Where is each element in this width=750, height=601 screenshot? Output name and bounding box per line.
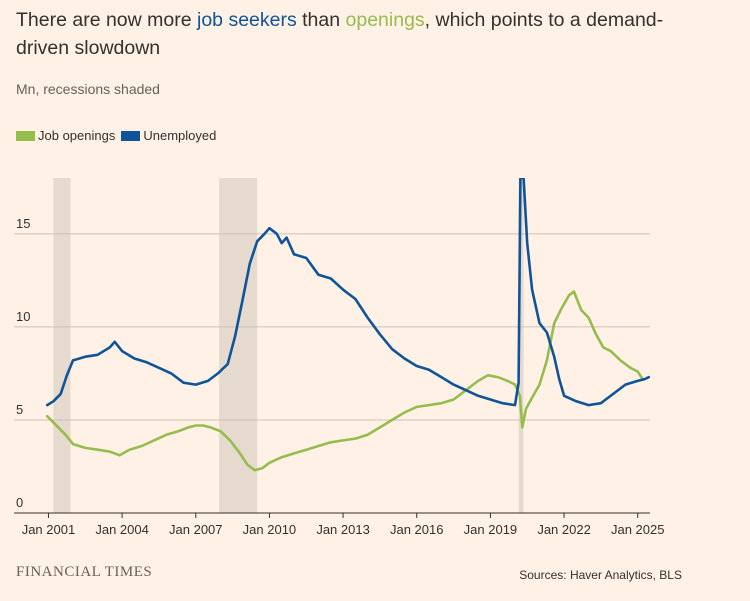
x-tick-label-9: Jan 2025 [611, 522, 665, 537]
legend-label-unemployed: Unemployed [143, 128, 217, 143]
x-tick-label-3: Jan 2007 [169, 522, 223, 537]
title-part-3: , which points to a demand-driven slowdo… [16, 9, 664, 59]
title-highlight-unemployed: job seekers [197, 9, 297, 31]
recession-band-2 [219, 178, 258, 513]
x-tick-label-6: Jan 2016 [390, 522, 444, 537]
legend-item-unemployed: Unemployed [121, 128, 216, 143]
x-tick-label-5: Jan 2013 [316, 522, 370, 537]
x-tick-label-8: Jan 2022 [537, 522, 591, 537]
title-part-1: There are now more [16, 9, 197, 31]
series-line-unemployed [45, 178, 651, 407]
title-highlight-openings: openings [345, 9, 425, 31]
legend-label-job-openings: Job openings [38, 128, 116, 143]
source-note: Sources: Haver Analytics, BLS [519, 568, 682, 582]
chart-subtitle: Mn, recessions shaded [16, 81, 160, 97]
x-tick-label-2: Jan 2004 [95, 522, 149, 537]
legend-item-job-openings: Job openings [16, 128, 115, 143]
recession-band-3 [518, 178, 524, 513]
legend: Job openings Unemployed [16, 128, 222, 143]
title-part-2: than [296, 9, 346, 31]
legend-swatch-unemployed [121, 130, 141, 141]
series-line-job-openings [45, 290, 644, 472]
x-tick-label-7: Jan 2019 [464, 522, 518, 537]
chart-title: There are now more job seekers than open… [16, 6, 716, 62]
ft-logo: FINANCIAL TIMES [16, 564, 153, 580]
y-tick-label-0: 0 [16, 495, 23, 510]
y-tick-label-15: 15 [16, 216, 30, 231]
recession-band-1 [53, 178, 71, 513]
y-tick-label-10: 10 [16, 309, 30, 324]
y-tick-label-5: 5 [16, 402, 23, 417]
x-tick-label-4: Jan 2010 [243, 522, 297, 537]
legend-swatch-job-openings [16, 130, 35, 141]
x-tick-label-1: Jan 2001 [22, 522, 76, 537]
